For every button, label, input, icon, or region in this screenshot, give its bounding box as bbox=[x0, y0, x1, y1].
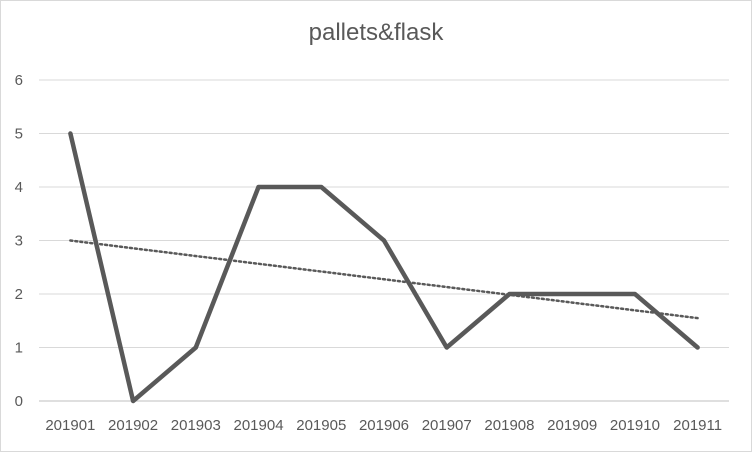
y-tick-label: 0 bbox=[15, 393, 23, 410]
x-tick-label: 201909 bbox=[547, 417, 597, 434]
y-tick-label: 2 bbox=[15, 286, 23, 303]
x-tick-label: 201907 bbox=[422, 417, 472, 434]
x-tick-label: 201903 bbox=[171, 417, 221, 434]
series-line bbox=[68, 131, 700, 404]
x-tick-label: 201906 bbox=[359, 417, 409, 434]
x-tick-label: 201908 bbox=[484, 417, 534, 434]
trendline bbox=[69, 239, 699, 320]
chart-title: pallets&flask bbox=[308, 19, 444, 46]
y-tick-label: 3 bbox=[15, 233, 23, 250]
x-tick-label: 201911 bbox=[673, 417, 722, 434]
x-tick-label: 201902 bbox=[108, 417, 158, 434]
x-tick-label: 201905 bbox=[296, 417, 346, 434]
y-tick-label: 5 bbox=[15, 126, 23, 143]
y-tick-label: 6 bbox=[15, 72, 23, 89]
x-tick-label: 201910 bbox=[610, 417, 660, 434]
x-tick-label: 201904 bbox=[234, 417, 284, 434]
x-tick-label: 201901 bbox=[45, 417, 95, 434]
y-tick-label: 1 bbox=[15, 340, 23, 357]
y-tick-label: 4 bbox=[15, 179, 23, 196]
